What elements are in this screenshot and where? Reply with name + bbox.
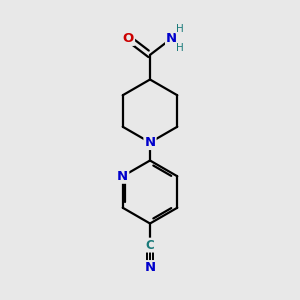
Text: N: N	[144, 136, 156, 149]
Text: N: N	[144, 261, 156, 274]
Text: O: O	[123, 32, 134, 45]
Text: N: N	[117, 170, 128, 183]
Text: H: H	[176, 43, 184, 53]
Text: H: H	[176, 24, 184, 34]
Text: N: N	[166, 32, 177, 45]
Text: C: C	[146, 238, 154, 252]
